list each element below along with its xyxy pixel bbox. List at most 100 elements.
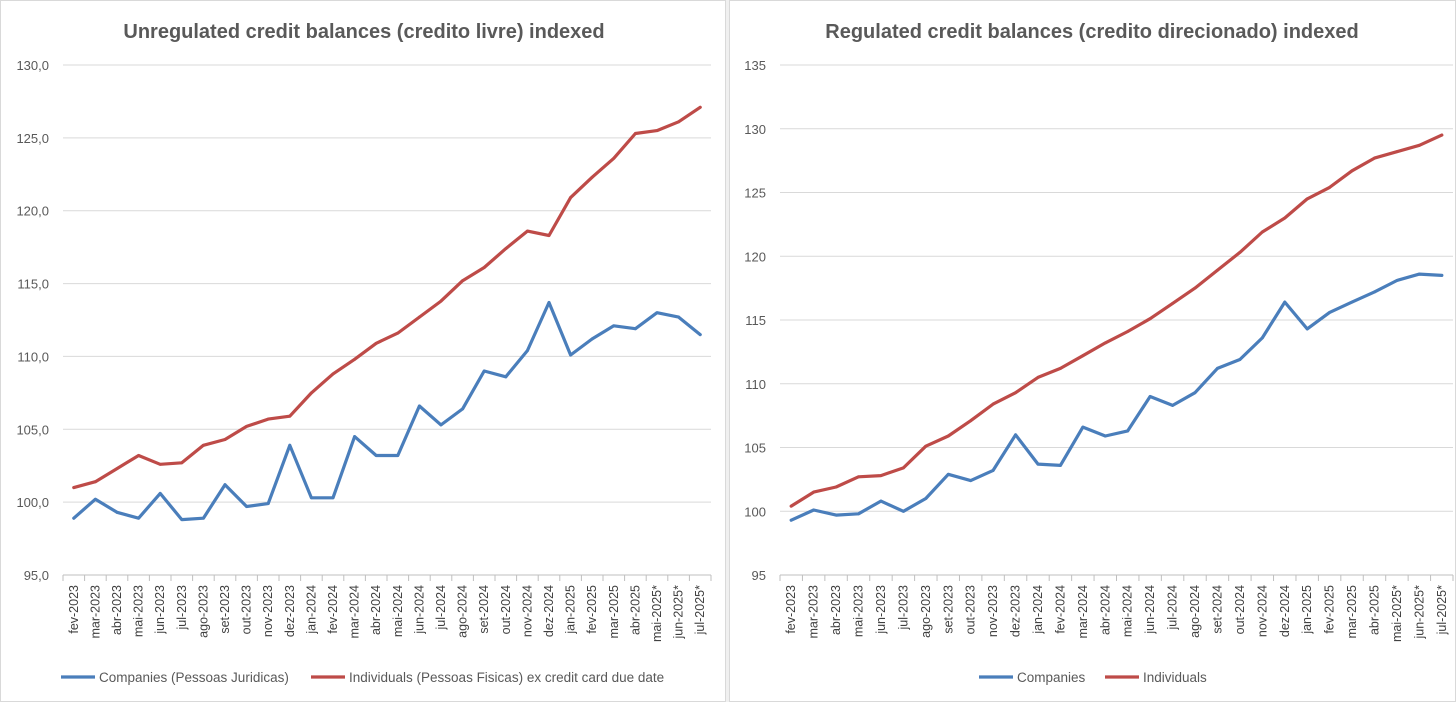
data-point-individuals xyxy=(1171,302,1174,305)
data-point-companies xyxy=(590,337,594,341)
x-tick-label: nov-2023 xyxy=(261,585,275,637)
x-tick-label: mar-2025 xyxy=(607,585,621,639)
data-point-companies xyxy=(901,509,905,513)
x-tick-label: fev-2024 xyxy=(1053,585,1067,634)
data-point-companies xyxy=(180,518,184,522)
x-tick-label: mar-2025 xyxy=(1345,585,1359,639)
x-tick-label: set-2024 xyxy=(1210,585,1224,634)
data-point-individuals xyxy=(812,490,816,494)
data-point-individuals xyxy=(1260,230,1264,234)
data-point-companies xyxy=(137,516,141,520)
data-point-individuals xyxy=(1081,354,1085,358)
chart-title: Unregulated credit balances (credito liv… xyxy=(123,21,604,43)
x-tick-label: mai-2023 xyxy=(852,585,866,637)
data-point-companies xyxy=(526,349,529,352)
data-point-companies xyxy=(374,454,378,457)
data-point-companies xyxy=(504,375,508,379)
x-tick-label: jan-2025 xyxy=(1300,585,1314,635)
data-point-companies xyxy=(1328,310,1332,314)
x-tick-label: jul-2023 xyxy=(896,585,910,631)
data-point-individuals xyxy=(946,434,950,438)
x-tick-label: jun-2023 xyxy=(153,585,167,635)
data-point-companies xyxy=(353,435,356,438)
x-tick-label: jul-2025* xyxy=(1435,585,1449,635)
data-point-individuals xyxy=(1373,156,1376,160)
series-line-individuals xyxy=(72,105,702,490)
data-point-companies xyxy=(969,479,973,483)
x-tick-label: mar-2023 xyxy=(88,585,102,639)
data-point-individuals xyxy=(180,461,184,465)
x-tick-label: nov-2024 xyxy=(1255,585,1269,637)
legend-label: Individuals xyxy=(1143,670,1207,685)
data-point-companies xyxy=(677,315,680,319)
data-point-individuals xyxy=(526,229,529,233)
data-point-individuals xyxy=(634,132,637,135)
x-tick-label: abr-2024 xyxy=(1098,585,1112,635)
data-point-individuals xyxy=(1059,367,1062,370)
data-point-companies xyxy=(1171,404,1174,407)
data-point-individuals xyxy=(1440,133,1444,137)
data-point-individuals xyxy=(698,105,702,109)
x-tick-label: dez-2024 xyxy=(542,585,556,637)
x-tick-label: mai-2025* xyxy=(650,585,664,642)
y-tick-label: 115,0 xyxy=(17,277,49,292)
data-point-individuals xyxy=(374,341,378,345)
data-point-companies xyxy=(991,469,995,472)
x-tick-label: ago-2024 xyxy=(456,585,470,638)
series-line-individuals xyxy=(789,133,1444,508)
y-tick-label: 120 xyxy=(744,249,766,264)
x-tick-label: set-2023 xyxy=(941,585,955,634)
data-point-companies xyxy=(1305,327,1309,331)
data-point-individuals xyxy=(901,466,905,470)
x-tick-label: mai-2023 xyxy=(132,585,146,637)
data-point-companies xyxy=(569,353,572,357)
y-tick-label: 95,0 xyxy=(24,568,49,583)
data-point-individuals xyxy=(461,279,464,283)
data-point-companies xyxy=(72,516,76,520)
data-point-individuals xyxy=(266,417,270,421)
x-tick-label: mar-2024 xyxy=(1076,585,1090,639)
data-point-individuals xyxy=(834,485,838,489)
data-point-companies xyxy=(879,499,883,503)
data-point-companies xyxy=(396,454,400,457)
data-point-individuals xyxy=(115,467,119,471)
data-point-companies xyxy=(202,516,205,520)
chart-panel-regulated: Regulated credit balances (credito direc… xyxy=(729,0,1456,702)
data-point-companies xyxy=(1417,272,1421,276)
x-tick-label: ago-2023 xyxy=(919,585,933,638)
data-point-companies xyxy=(461,407,464,411)
x-tick-label: dez-2023 xyxy=(1009,585,1023,637)
data-point-individuals xyxy=(1417,143,1421,147)
y-tick-label: 130 xyxy=(744,122,766,137)
x-tick-label: fev-2025 xyxy=(1323,585,1337,634)
chart-panel-unregulated: Unregulated credit balances (credito liv… xyxy=(0,0,726,702)
data-point-companies xyxy=(1440,273,1444,277)
legend-label: Individuals (Pessoas Fisicas) ex credit … xyxy=(349,670,664,685)
y-tick-label: 135 xyxy=(744,58,766,73)
data-point-companies xyxy=(288,443,292,447)
data-point-individuals xyxy=(789,504,793,508)
data-point-individuals xyxy=(1328,186,1332,189)
y-tick-label: 115 xyxy=(745,313,766,328)
data-point-individuals xyxy=(655,129,659,132)
y-tick-label: 130,0 xyxy=(16,58,49,73)
data-point-companies xyxy=(1395,279,1399,282)
data-point-individuals xyxy=(439,299,443,303)
data-point-individuals xyxy=(612,156,616,160)
data-point-companies xyxy=(1193,391,1197,395)
data-point-individuals xyxy=(1350,169,1354,173)
data-point-companies xyxy=(1216,367,1219,370)
data-point-companies xyxy=(1260,336,1264,340)
data-point-companies xyxy=(612,324,616,328)
data-point-individuals xyxy=(677,120,680,124)
x-tick-label: out-2024 xyxy=(1233,585,1247,634)
data-point-individuals xyxy=(310,391,313,395)
data-point-companies xyxy=(924,497,928,500)
x-tick-label: dez-2024 xyxy=(1278,585,1292,637)
data-point-individuals xyxy=(245,424,249,428)
x-tick-label: jul-2024 xyxy=(434,585,448,631)
data-point-individuals xyxy=(353,357,356,361)
data-point-companies xyxy=(115,510,119,514)
data-point-individuals xyxy=(1283,216,1287,220)
y-tick-label: 120,0 xyxy=(16,204,49,219)
